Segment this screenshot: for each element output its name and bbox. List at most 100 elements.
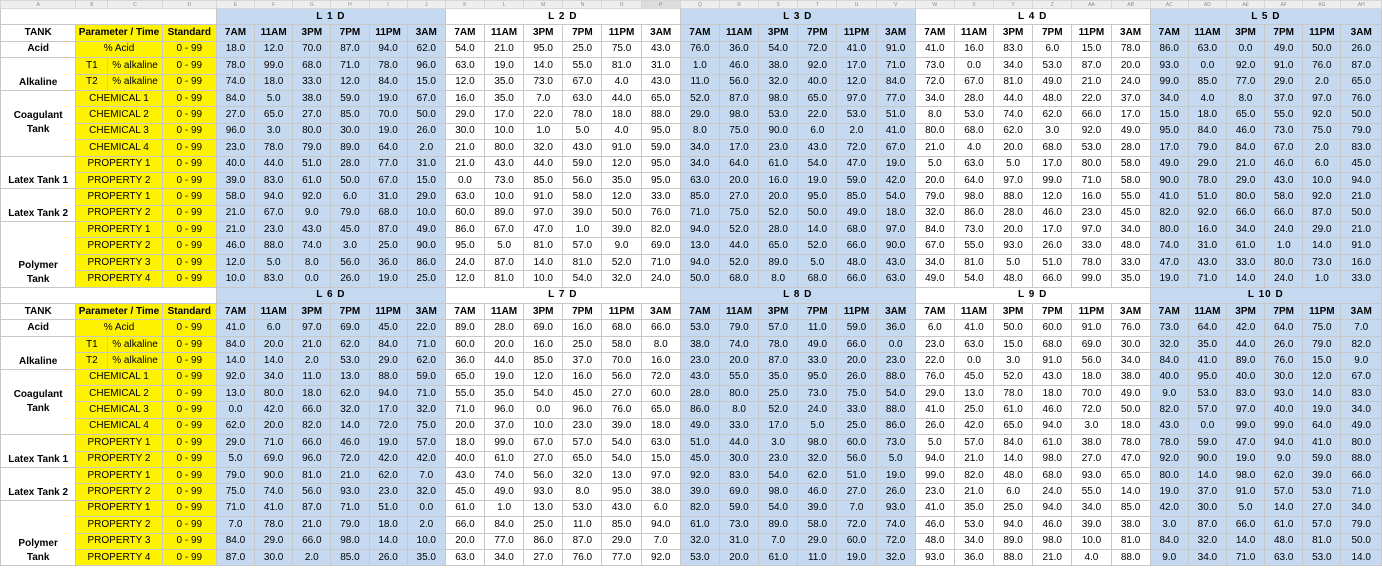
data-cell[interactable]: 8.0 xyxy=(718,401,760,419)
column-letter-d[interactable]: D xyxy=(161,0,217,9)
data-cell[interactable]: 26.0 xyxy=(1264,335,1304,354)
data-cell[interactable]: 22.0 xyxy=(523,106,564,124)
data-cell[interactable]: 41.0 xyxy=(914,499,955,518)
data-cell[interactable]: 29.0 xyxy=(215,434,256,452)
data-cell[interactable]: 85.0 xyxy=(523,171,564,190)
data-cell[interactable]: 68.0 xyxy=(292,57,332,75)
column-letter-i[interactable]: I xyxy=(368,0,408,9)
data-cell[interactable]: 94.0 xyxy=(254,188,294,206)
data-cell[interactable]: 33.0 xyxy=(718,417,760,436)
data-cell[interactable]: 12.0 xyxy=(444,73,486,91)
data-cell[interactable]: 10.0 xyxy=(483,122,525,141)
data-cell[interactable]: 67.0 xyxy=(953,73,995,91)
data-cell[interactable]: 42.0 xyxy=(254,401,294,419)
data-cell[interactable]: 72.0 xyxy=(368,417,408,436)
data-cell[interactable]: 71.0 xyxy=(1225,548,1266,567)
data-cell[interactable]: 26.0 xyxy=(368,548,408,567)
data-cell[interactable]: 61.0 xyxy=(1264,516,1304,534)
data-cell[interactable]: 69.0 xyxy=(1071,335,1112,354)
data-cell[interactable]: 38.0 xyxy=(1110,368,1151,386)
data-cell[interactable]: 49.0 xyxy=(1264,40,1304,59)
data-cell[interactable]: 53.0 xyxy=(679,548,720,567)
data-cell[interactable]: 94.0 xyxy=(640,516,681,534)
data-cell[interactable]: 43.0 xyxy=(1149,417,1189,436)
data-cell[interactable]: 54.0 xyxy=(601,434,642,452)
data-cell[interactable]: 21.0 xyxy=(292,335,332,354)
data-cell[interactable]: 21.0 xyxy=(444,155,486,173)
column-letter-e[interactable]: E xyxy=(215,0,256,9)
data-cell[interactable]: 52.0 xyxy=(601,253,642,272)
data-cell[interactable]: 21.0 xyxy=(215,204,256,223)
data-cell[interactable]: 67.0 xyxy=(254,204,294,223)
data-cell[interactable]: 7.0 xyxy=(523,89,564,108)
data-cell[interactable]: 57.0 xyxy=(562,434,603,452)
data-cell[interactable]: 8.0 xyxy=(758,270,799,288)
data-cell[interactable]: 74.0 xyxy=(875,516,916,534)
data-cell[interactable]: 10.0 xyxy=(523,270,564,288)
data-cell[interactable]: 20.0 xyxy=(444,532,486,550)
data-cell[interactable]: 47.0 xyxy=(1110,450,1151,468)
data-cell[interactable]: 23.0 xyxy=(679,352,720,370)
data-cell[interactable]: 59.0 xyxy=(1302,450,1342,468)
data-cell[interactable]: 69.0 xyxy=(718,483,760,501)
data-cell[interactable]: 20.0 xyxy=(914,171,955,190)
data-cell[interactable]: 60.0 xyxy=(640,384,681,403)
data-cell[interactable]: 2.0 xyxy=(836,122,877,141)
data-cell[interactable]: 95.0 xyxy=(640,171,681,190)
data-cell[interactable]: 74.0 xyxy=(215,73,256,91)
data-cell[interactable]: 10.0 xyxy=(1302,171,1342,190)
data-cell[interactable]: 83.0 xyxy=(1340,384,1382,403)
data-cell[interactable]: 14.0 xyxy=(797,221,838,239)
data-cell[interactable]: 25.0 xyxy=(836,417,877,436)
column-letter-q[interactable]: Q xyxy=(679,0,720,9)
data-cell[interactable]: 26.0 xyxy=(406,122,446,141)
data-cell[interactable]: 42.0 xyxy=(1225,319,1266,337)
data-cell[interactable]: 95.0 xyxy=(523,40,564,59)
data-cell[interactable]: 88.0 xyxy=(254,237,294,255)
data-cell[interactable]: 16.0 xyxy=(562,368,603,386)
data-cell[interactable]: 34.0 xyxy=(1071,499,1112,518)
data-cell[interactable]: 39.0 xyxy=(601,221,642,239)
data-cell[interactable]: 92.0 xyxy=(640,548,681,567)
data-cell[interactable]: 96.0 xyxy=(483,401,525,419)
data-cell[interactable]: 97.0 xyxy=(875,221,916,239)
data-cell[interactable]: 44.0 xyxy=(483,352,525,370)
data-cell[interactable]: 99.0 xyxy=(1149,73,1189,91)
data-cell[interactable]: 78.0 xyxy=(562,106,603,124)
data-cell[interactable]: 50.0 xyxy=(1340,532,1382,550)
column-letter-f[interactable]: F xyxy=(254,0,294,9)
data-cell[interactable]: 3.0 xyxy=(993,352,1034,370)
data-cell[interactable]: 66.0 xyxy=(444,516,486,534)
data-cell[interactable]: 9.0 xyxy=(1264,450,1304,468)
data-cell[interactable]: 97.0 xyxy=(1302,89,1342,108)
data-cell[interactable]: 83.0 xyxy=(254,270,294,288)
data-cell[interactable]: 29.0 xyxy=(406,188,446,206)
data-cell[interactable]: 49.0 xyxy=(914,270,955,288)
data-cell[interactable]: 2.0 xyxy=(1302,73,1342,91)
data-cell[interactable]: 90.0 xyxy=(254,466,294,485)
data-cell[interactable]: 42.0 xyxy=(368,450,408,468)
data-cell[interactable]: 45.0 xyxy=(444,483,486,501)
data-cell[interactable]: 93.0 xyxy=(875,499,916,518)
data-cell[interactable]: 38.0 xyxy=(679,335,720,354)
data-cell[interactable]: 75.0 xyxy=(1302,122,1342,141)
data-cell[interactable]: 28.0 xyxy=(483,319,525,337)
data-cell[interactable]: 33.0 xyxy=(640,188,681,206)
data-cell[interactable]: 89.0 xyxy=(483,204,525,223)
data-cell[interactable]: 20.0 xyxy=(444,417,486,436)
data-cell[interactable]: 83.0 xyxy=(1225,384,1266,403)
data-cell[interactable]: 50.0 xyxy=(1110,401,1151,419)
data-cell[interactable]: 45.0 xyxy=(1340,155,1382,173)
data-cell[interactable]: 29.0 xyxy=(444,106,486,124)
data-cell[interactable]: 24.0 xyxy=(1110,73,1151,91)
data-cell[interactable]: 84.0 xyxy=(368,73,408,91)
data-cell[interactable]: 49.0 xyxy=(1110,122,1151,141)
data-cell[interactable]: 25.0 xyxy=(953,401,995,419)
data-cell[interactable]: 51.0 xyxy=(292,155,332,173)
data-cell[interactable]: 42.0 xyxy=(406,450,446,468)
data-cell[interactable]: 0.0 xyxy=(292,270,332,288)
data-cell[interactable]: 9.0 xyxy=(1149,384,1189,403)
data-cell[interactable]: 57.0 xyxy=(1302,516,1342,534)
data-cell[interactable]: 32.0 xyxy=(1187,532,1227,550)
data-cell[interactable]: 19.0 xyxy=(368,270,408,288)
